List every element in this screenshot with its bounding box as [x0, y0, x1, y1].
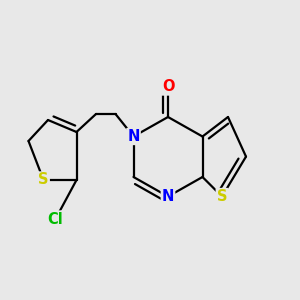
Text: S: S [217, 189, 227, 204]
Text: O: O [162, 80, 174, 94]
Text: N: N [127, 129, 140, 144]
Text: N: N [162, 189, 174, 204]
Text: Cl: Cl [48, 212, 63, 226]
Text: S: S [38, 172, 49, 188]
